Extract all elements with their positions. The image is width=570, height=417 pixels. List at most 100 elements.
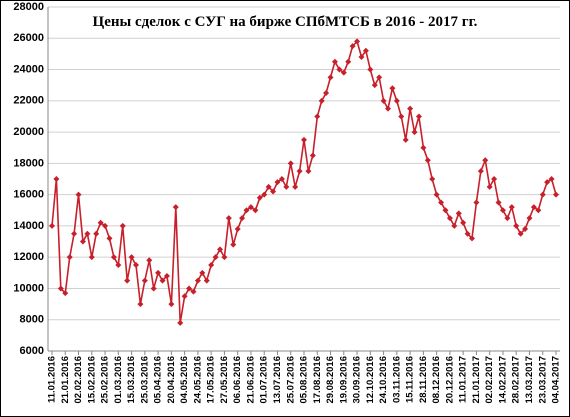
x-tick-label: 05.04.2016: [153, 356, 164, 404]
point: [473, 199, 480, 206]
x-tick-label: 12.10.2016: [365, 356, 376, 404]
point: [548, 176, 555, 182]
point: [88, 254, 95, 261]
point: [53, 176, 60, 182]
point: [327, 74, 334, 81]
point: [146, 257, 153, 264]
y-tick-label: 28000: [13, 1, 44, 13]
point: [168, 301, 175, 308]
point: [186, 285, 193, 292]
point: [477, 168, 484, 175]
y-tick-label: 14000: [13, 220, 44, 232]
point: [141, 277, 148, 284]
point: [305, 168, 312, 175]
point: [318, 97, 325, 104]
x-tick-label: 01.07.2016: [259, 356, 270, 404]
x-tick-label: 25.02.2016: [100, 356, 111, 404]
point: [340, 69, 347, 76]
x-tick-label: 06.06.2016: [232, 356, 243, 404]
point: [415, 113, 422, 120]
x-tick-label: 02.02.2016: [73, 356, 84, 404]
point: [110, 254, 117, 261]
point: [239, 215, 246, 222]
point: [292, 183, 299, 190]
point: [190, 288, 197, 295]
point: [491, 176, 498, 182]
point: [274, 179, 281, 186]
point: [513, 222, 520, 229]
x-tick-label: 04.05.2016: [179, 356, 190, 404]
point: [230, 241, 237, 248]
x-tick-label: 04.04.2017: [551, 356, 562, 404]
x-tick-label: 17.08.2016: [312, 356, 323, 404]
point: [336, 66, 343, 73]
point: [221, 254, 228, 261]
x-tick-label: 19.09.2016: [338, 356, 349, 404]
y-tick-label: 12000: [13, 251, 44, 263]
x-tick-label: 25.07.2016: [285, 356, 296, 404]
point: [102, 222, 109, 229]
point: [296, 168, 303, 175]
point: [358, 54, 365, 61]
point: [504, 215, 511, 222]
point: [203, 277, 210, 284]
point: [234, 226, 241, 233]
x-tick-label: 11.01.2017: [458, 356, 469, 403]
point: [261, 191, 268, 198]
x-tick-label: 17.05.2016: [206, 356, 217, 404]
point: [362, 47, 369, 54]
point: [159, 277, 166, 284]
point: [371, 82, 378, 89]
point: [309, 152, 316, 159]
point: [79, 238, 86, 245]
point: [252, 207, 259, 214]
point: [133, 262, 139, 268]
y-tick-label: 10000: [13, 282, 44, 294]
point: [411, 129, 418, 136]
x-tick-label: 29.08.2016: [325, 356, 336, 404]
point: [486, 183, 493, 190]
x-tick-label: 15.03.2016: [126, 356, 137, 404]
x-tick-label: 14.02.2017: [497, 356, 508, 404]
point: [217, 246, 223, 253]
chart-title: Цены сделок с СУГ на бирже СПбМТСБ в 201…: [93, 14, 478, 30]
x-tick-label: 20.12.2016: [444, 356, 455, 404]
point: [57, 285, 64, 292]
x-tick-label: 28.11.2016: [418, 356, 429, 403]
point: [393, 97, 400, 104]
point: [199, 269, 206, 276]
x-tick-label: 02.02.2017: [484, 356, 495, 404]
point: [544, 179, 551, 186]
point: [172, 204, 179, 211]
point: [155, 269, 162, 276]
point: [93, 230, 100, 237]
point: [97, 219, 104, 226]
y-tick-label: 16000: [13, 189, 44, 201]
point: [278, 176, 285, 182]
x-tick-label: 21.01.2017: [471, 356, 482, 404]
point: [495, 199, 502, 206]
point: [256, 194, 263, 201]
point: [115, 262, 122, 268]
point: [402, 136, 409, 143]
point: [451, 222, 458, 229]
point: [124, 277, 131, 284]
point: [535, 207, 542, 214]
x-tick-label: 03.11.2016: [391, 356, 402, 403]
point: [438, 199, 445, 206]
point: [128, 254, 135, 261]
point: [314, 113, 321, 120]
point: [208, 262, 215, 268]
point: [265, 183, 272, 190]
point: [225, 215, 232, 222]
y-tick-label: 24000: [13, 63, 44, 75]
point: [62, 290, 69, 297]
y-tick-label: 18000: [13, 157, 44, 169]
x-tick-label: 24.05.2016: [192, 356, 203, 404]
point: [433, 191, 440, 198]
point: [464, 230, 471, 237]
point: [553, 191, 559, 198]
point: [376, 74, 383, 81]
point: [530, 204, 537, 211]
